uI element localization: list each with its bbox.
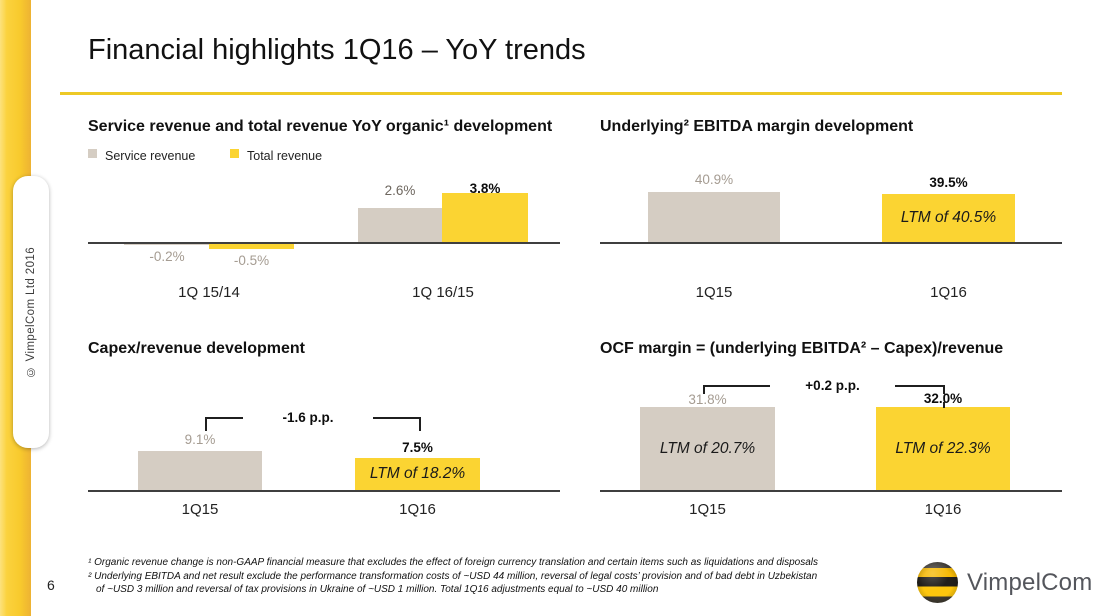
value-label: 31.8% [688, 392, 727, 407]
value-label: 39.5% [929, 175, 968, 190]
bar-1q16: LTM of 18.2% [355, 458, 480, 490]
value-label: 9.1% [184, 432, 216, 447]
bar-1q15: LTM of 20.7% [640, 407, 775, 490]
vimpelcom-logo: VimpelCom [917, 562, 1092, 603]
x-axis-line [600, 490, 1062, 492]
category-label: 1Q16 [924, 501, 962, 518]
copyright-text: © VimpelCom Ltd 2016 [25, 246, 37, 378]
chart-title: Capex/revenue development [88, 340, 305, 357]
page-number: 6 [47, 577, 55, 593]
category-label: 1Q 16/15 [412, 284, 474, 301]
vimpelcom-bee-sphere-icon [917, 562, 958, 603]
plot-area: LTM of 20.7% LTM of 22.3% [600, 340, 1062, 490]
bar-1q15 [648, 192, 780, 242]
bar-1q16: LTM of 40.5% [882, 194, 1015, 242]
bar-1q15 [138, 451, 262, 490]
category-label: 1Q16 [930, 284, 967, 301]
category-label: 1Q15 [689, 501, 726, 518]
ltm-label: LTM of 20.7% [659, 439, 756, 457]
value-label: 2.6% [384, 183, 416, 198]
bar-total-revenue-1q1615 [442, 193, 528, 242]
ltm-label: LTM of 18.2% [369, 465, 466, 482]
total-revenue-swatch-icon [230, 148, 239, 158]
delta-label: +0.2 p.p. [770, 378, 895, 393]
delta-bracket-tick [943, 385, 945, 394]
x-axis-line [88, 490, 560, 492]
chart-title: OCF margin = (underlying EBITDA² – Capex… [600, 340, 1004, 357]
chart-capex-revenue: Capex/revenue development -1.6 p.p. LTM … [88, 340, 560, 530]
delta-bracket-tick [205, 417, 207, 431]
chart-service-total-revenue: Service revenue and total revenue YoY or… [88, 118, 560, 318]
value-label: -0.5% [233, 253, 270, 268]
footnote-2: ² Underlying EBITDA and net result exclu… [88, 570, 818, 596]
delta-label: -1.6 p.p. [243, 410, 373, 425]
x-axis-line [600, 242, 1062, 244]
chart-ebitda-margin: Underlying² EBITDA margin development LT… [600, 118, 1062, 318]
category-label: 1Q 15/14 [178, 284, 240, 301]
vimpelcom-logo-text: VimpelCom [967, 568, 1093, 596]
chart-title: Service revenue and total revenue YoY or… [88, 118, 553, 135]
bar-total-revenue-1q1514 [209, 242, 294, 249]
copyright-pill: © VimpelCom Ltd 2016 [13, 176, 49, 448]
value-label: 3.8% [469, 181, 501, 196]
category-label: 1Q15 [695, 284, 733, 301]
ltm-label: LTM of 40.5% [900, 209, 997, 226]
bar-service-revenue-1q1615 [358, 208, 442, 242]
service-revenue-swatch-icon [88, 148, 97, 158]
title-divider [60, 92, 1062, 95]
plot-area: LTM of 40.5% [600, 118, 1062, 242]
legend-item-total-revenue: Total revenue [230, 148, 323, 163]
footnote-1: ¹ Organic revenue change is non-GAAP fin… [88, 557, 819, 568]
footnotes: ¹ Organic revenue change is non-GAAP fin… [88, 556, 823, 597]
x-axis-line [88, 242, 560, 244]
chart-title: Underlying² EBITDA margin development [600, 118, 914, 135]
legend-item-service-revenue: Service revenue [88, 148, 196, 163]
delta-bracket-tick [943, 402, 945, 408]
plot-area [88, 118, 560, 249]
legend-label: Service revenue [105, 149, 196, 163]
category-label: 1Q16 [399, 501, 436, 518]
page-title: Financial highlights 1Q16 – YoY trends [88, 34, 586, 66]
chart-ocf-margin: OCF margin = (underlying EBITDA² – Capex… [600, 340, 1062, 530]
delta-bracket-tick [419, 417, 421, 431]
ltm-label: LTM of 22.3% [895, 439, 991, 457]
value-label: 40.9% [694, 172, 734, 187]
plot-area: LTM of 18.2% [88, 340, 560, 490]
legend-label: Total revenue [247, 149, 323, 163]
delta-bracket-tick [703, 385, 705, 394]
value-label: -0.2% [149, 249, 185, 264]
value-label: 32.0% [923, 391, 963, 406]
category-label: 1Q15 [181, 501, 219, 518]
value-label: 7.5% [402, 440, 433, 455]
bar-1q16: LTM of 22.3% [876, 407, 1010, 490]
